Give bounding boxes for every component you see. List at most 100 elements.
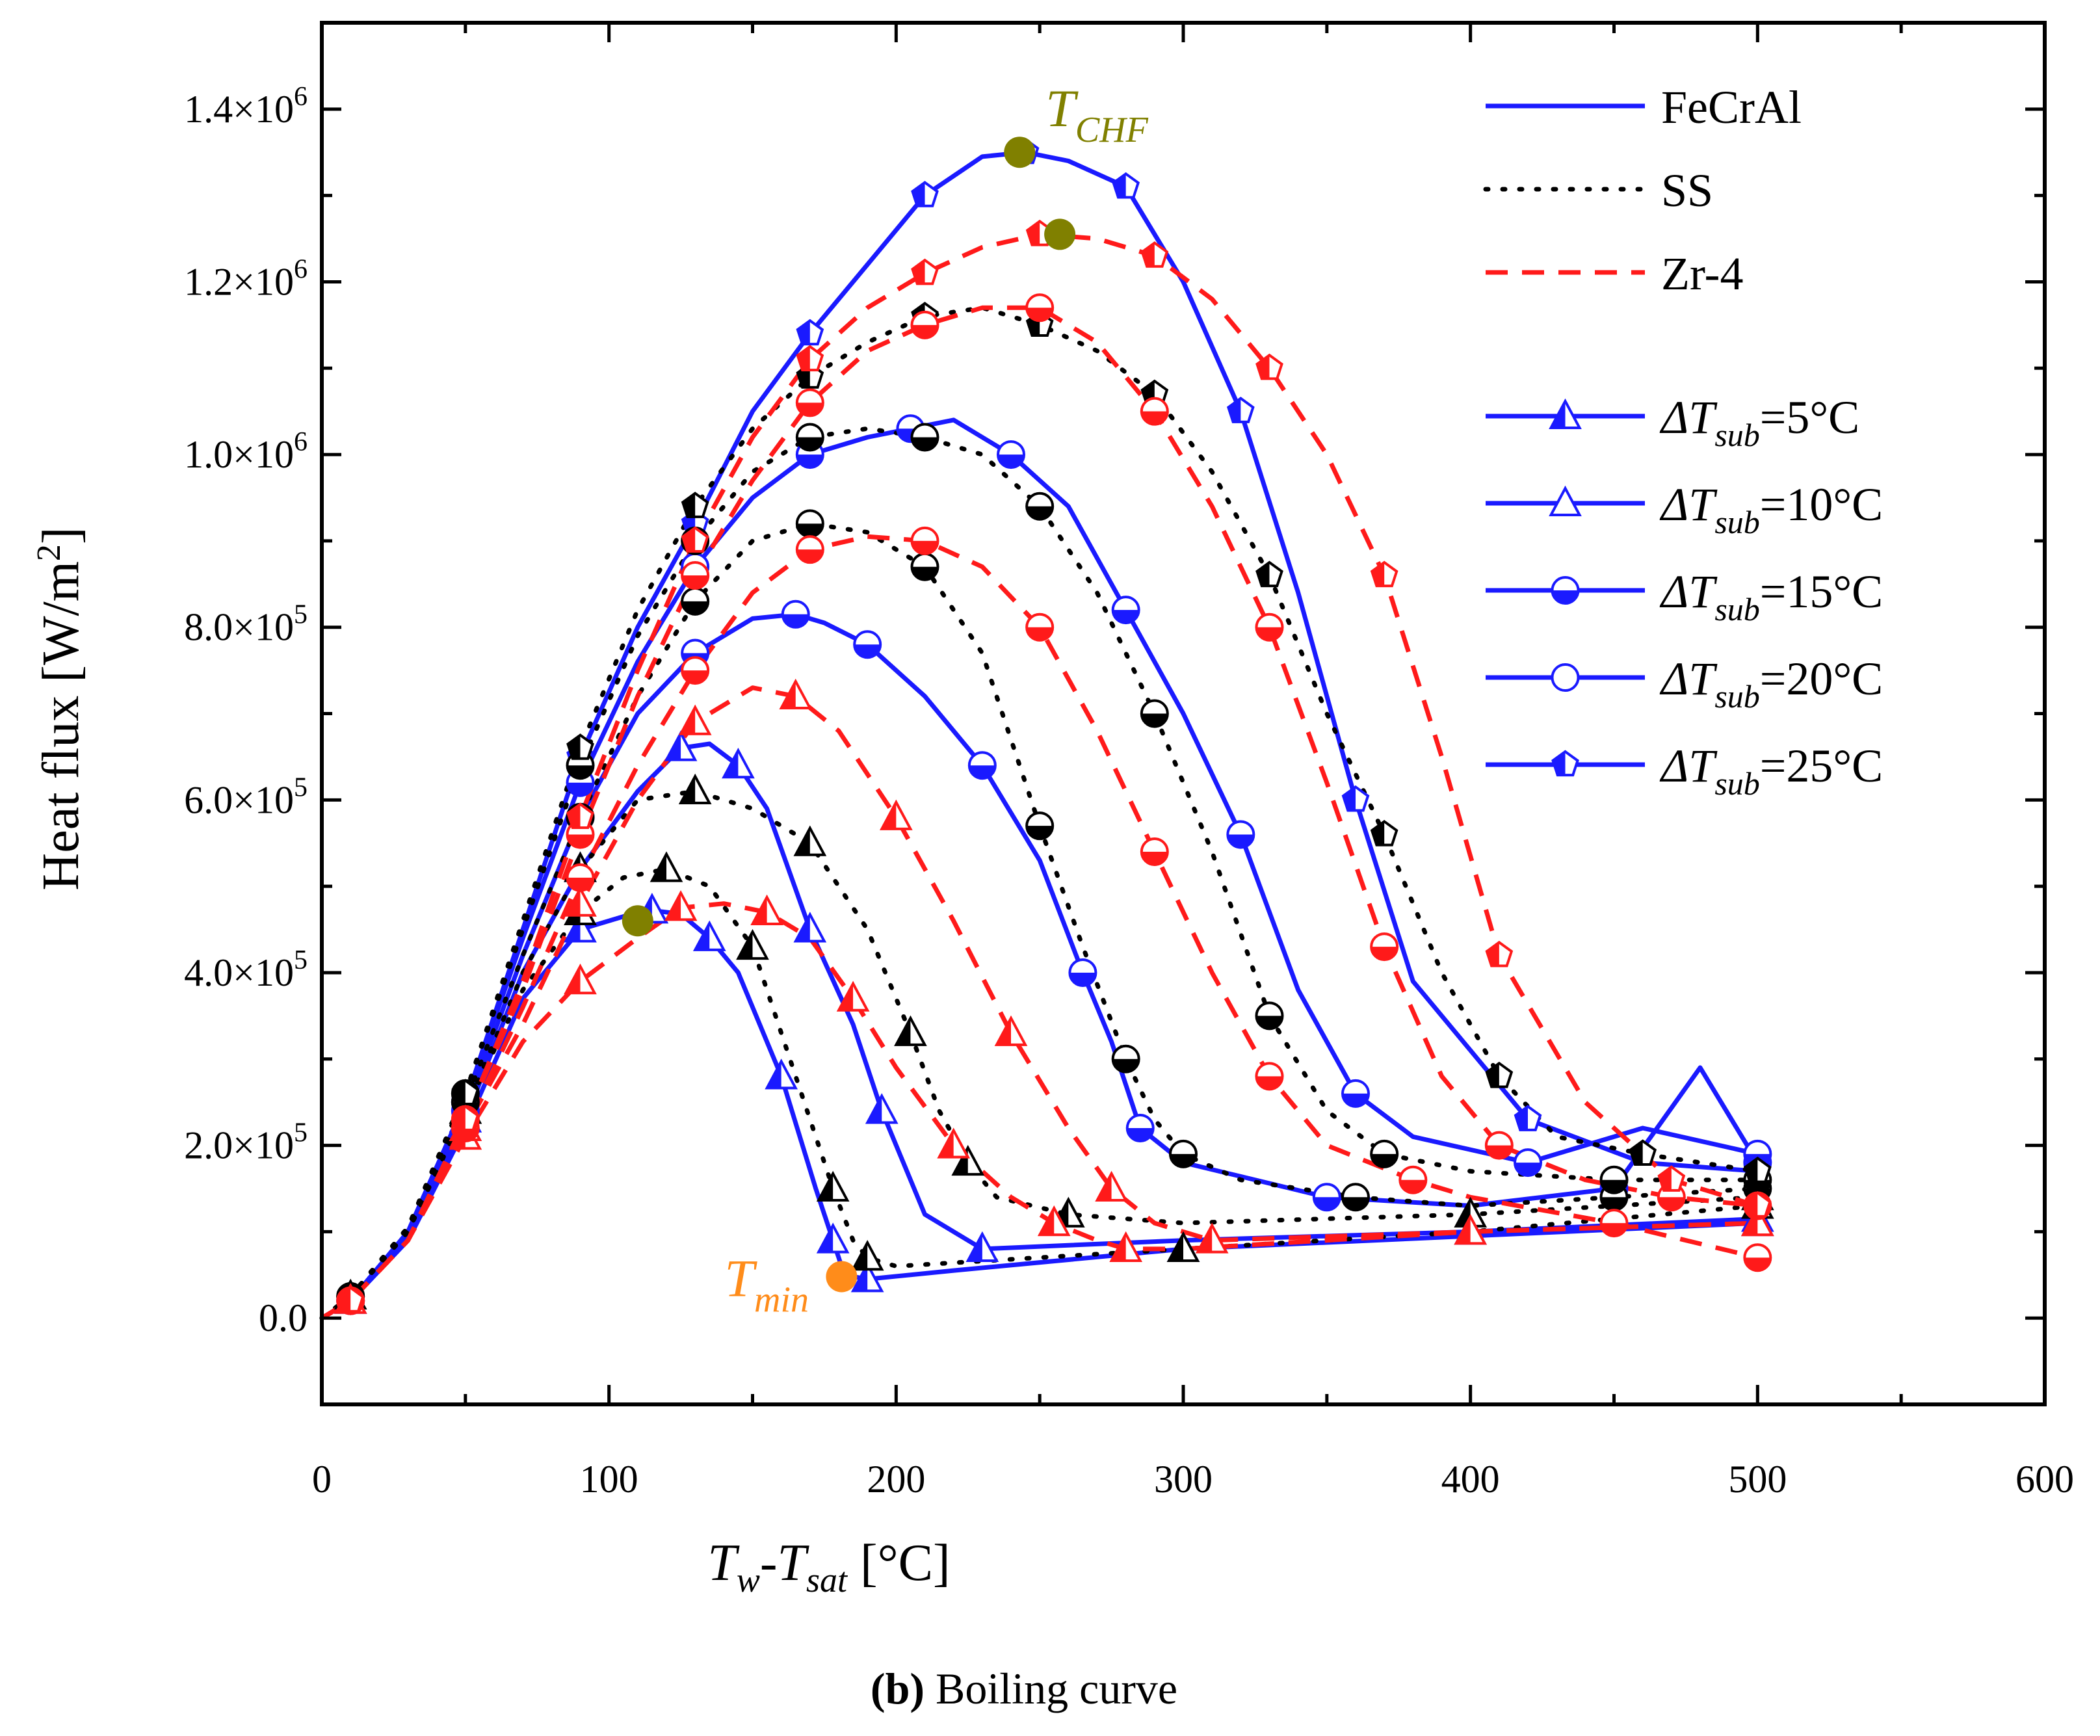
marker-pentagon <box>796 345 824 372</box>
y-tick-label: 1.2×106 <box>184 254 308 303</box>
marker-circle <box>1125 1114 1155 1142</box>
marker-pentagon <box>911 258 939 285</box>
marker-triangle-open <box>678 704 712 735</box>
annotation-layer: TCHF Tmin <box>622 79 1149 1320</box>
marker-pentagon <box>1485 940 1514 967</box>
marker-triangle-open <box>793 825 827 856</box>
marker-circle <box>1743 1243 1772 1272</box>
marker-triangle-open <box>879 799 913 830</box>
marker-circle-open <box>1551 663 1580 692</box>
marker-circle-open <box>910 310 939 339</box>
marker-circle-open <box>1255 1001 1284 1031</box>
marker-pentagon <box>681 526 709 553</box>
marker-circle <box>1341 1183 1370 1212</box>
marker-pentagon <box>1341 785 1370 812</box>
marker-circle-open <box>795 388 824 417</box>
marker-circle-open <box>1370 932 1399 962</box>
marker-triangle <box>692 920 726 951</box>
marker-circle-open <box>1370 1139 1399 1168</box>
marker-pentagon <box>796 319 824 346</box>
legend-label-subcooling: ΔTsub=15°C <box>1659 566 1883 627</box>
x-tick-label: 400 <box>1441 1458 1500 1501</box>
marker-circle <box>967 751 997 780</box>
marker-triangle-open <box>678 773 712 805</box>
marker-circle-open <box>1255 612 1284 642</box>
marker-circle-open <box>910 423 939 452</box>
y-tick-label: 8.0×105 <box>184 600 308 649</box>
marker-triangle <box>1166 1231 1200 1262</box>
marker-triangle <box>816 1222 850 1254</box>
marker-pentagon <box>566 733 594 760</box>
marker-circle <box>910 526 939 555</box>
legend-label-subcooling: ΔTsub=5°C <box>1659 391 1859 453</box>
marker-circle <box>566 863 595 892</box>
marker-triangle <box>664 730 698 761</box>
series-line-Zr-4-5°C <box>321 901 1758 1321</box>
series-line-SS-5°C <box>319 867 1760 1321</box>
x-tick-label: 300 <box>1154 1458 1213 1501</box>
marker-triangle <box>1549 485 1582 516</box>
marker-circle <box>1599 1209 1629 1238</box>
legend-label-subcooling: ΔTsub=25°C <box>1659 740 1883 802</box>
legend-label-subcooling: ΔTsub=10°C <box>1659 479 1883 540</box>
marker-triangle <box>1109 1231 1143 1262</box>
marker-circle-open <box>1599 1165 1629 1194</box>
marker-triangle <box>865 1093 899 1124</box>
annotation-point <box>622 905 653 937</box>
marker-pentagon <box>1629 1139 1657 1166</box>
marker-circle <box>1068 958 1097 987</box>
marker-pentagon <box>1370 560 1398 588</box>
x-tick-label: 500 <box>1728 1458 1787 1501</box>
marker-triangle <box>836 980 870 1012</box>
marker-circle-open <box>1140 397 1169 426</box>
marker-circle-open <box>1226 820 1255 849</box>
legend-label-subcooling: ΔTsub=20°C <box>1659 653 1883 715</box>
marker-circle <box>681 586 710 616</box>
marker-circle-open <box>1341 1079 1370 1108</box>
marker-circle <box>1025 612 1055 642</box>
marker-circle <box>795 509 824 538</box>
series-line-Zr-4-20°C <box>321 305 1758 1321</box>
marker-pentagon <box>1657 1165 1686 1192</box>
legend-label-Zr-4: Zr-4 <box>1661 248 1744 300</box>
marker-circle-open <box>997 440 1025 469</box>
marker-pentagon <box>451 1105 480 1131</box>
y-tick-label: 1.4×106 <box>184 82 308 131</box>
y-tick-label: 2.0×105 <box>184 1118 308 1167</box>
marker-circle <box>795 535 824 564</box>
x-tick-label: 0 <box>312 1458 332 1501</box>
marker-circle <box>1140 837 1169 866</box>
marker-triangle <box>650 851 683 882</box>
marker-triangle-open <box>564 886 597 917</box>
series-line-FeCrAl-25°C <box>321 150 1758 1321</box>
marker-circle-open <box>1111 596 1140 625</box>
marker-triangle <box>664 890 698 921</box>
legend-label-FeCrAl: FeCrAl <box>1661 81 1802 133</box>
marker-circle-open <box>1025 492 1055 521</box>
marker-circle-open <box>1140 699 1169 728</box>
marker-circle <box>781 599 810 629</box>
legend: FeCrAl SS Zr-4 ΔTsub=5°C ΔTsub=10°C ΔTsub=15°… <box>1483 81 1883 802</box>
marker-pentagon <box>1485 1061 1514 1088</box>
legend-label-SS: SS <box>1661 164 1713 217</box>
series-line-SS-20°C <box>319 426 1760 1321</box>
marker-triangle <box>793 912 827 943</box>
marker-triangle-open <box>894 1015 927 1046</box>
marker-circle-open <box>1025 293 1055 322</box>
marker-pentagon <box>1551 750 1579 777</box>
marker-circle-open <box>1484 1131 1514 1160</box>
series-line-Zr-4-10°C <box>321 685 1758 1321</box>
figure-caption: (b) Boiling curve <box>871 1664 1177 1713</box>
x-tick-label: 200 <box>867 1458 925 1501</box>
marker-circle <box>1312 1183 1341 1212</box>
annotation-label-min: Tmin <box>724 1248 809 1320</box>
marker-pentagon <box>1112 172 1140 199</box>
x-tick-label: 600 <box>2015 1458 2074 1501</box>
marker-triangle-open <box>1095 1170 1128 1202</box>
y-tick-label: 6.0×105 <box>184 772 308 821</box>
marker-circle <box>853 630 882 659</box>
marker-triangle <box>750 894 783 925</box>
marker-layer <box>334 137 1774 1315</box>
marker-pentagon <box>1255 560 1283 588</box>
